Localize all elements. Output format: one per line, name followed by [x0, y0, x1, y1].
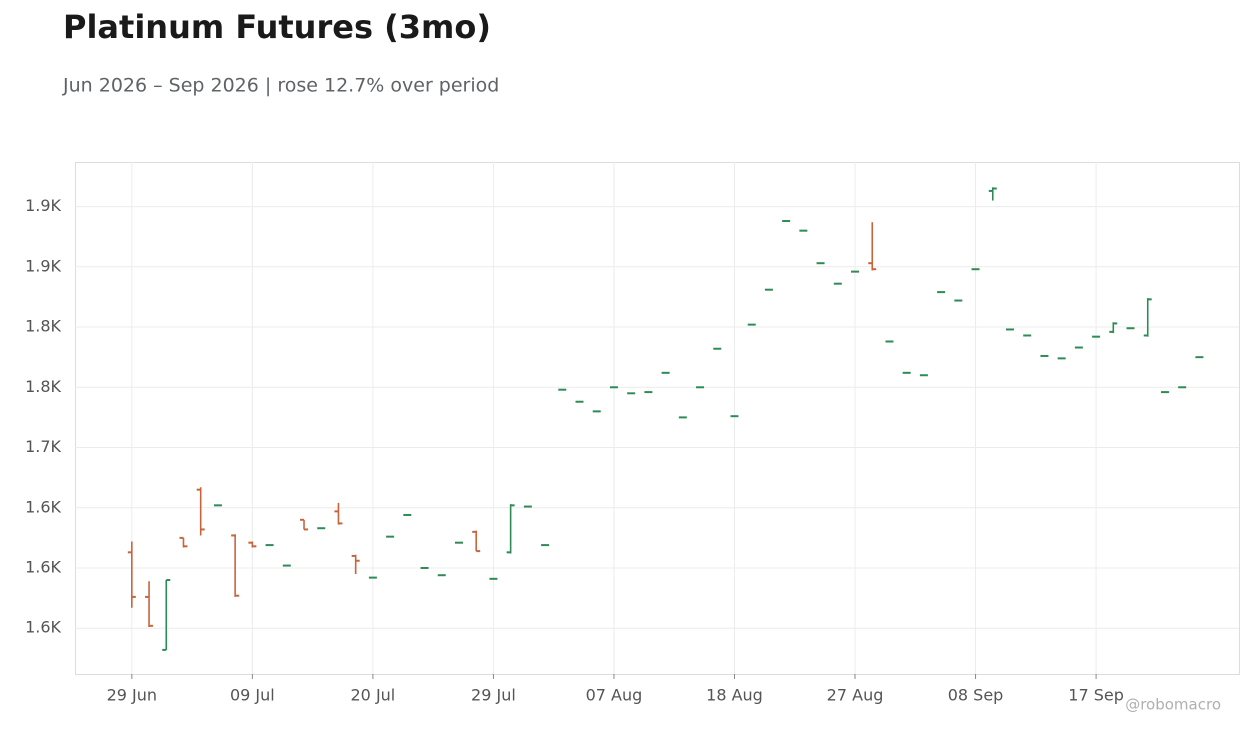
y-tick-label: 1.7K — [25, 437, 61, 456]
chart-subtitle: Jun 2026 – Sep 2026 | rose 12.7% over pe… — [62, 75, 499, 97]
y-tick-label: 1.8K — [25, 317, 61, 336]
x-tick-label: 17 Sep — [1068, 686, 1124, 705]
x-tick-label: 29 Jul — [471, 686, 516, 705]
x-tick-label: 20 Jul — [351, 686, 396, 705]
chart-title: Platinum Futures (3mo) — [63, 8, 491, 46]
watermark: @robomacro — [1125, 696, 1221, 714]
x-tick-label: 08 Sep — [948, 686, 1004, 705]
y-tick-label: 1.8K — [25, 377, 61, 396]
y-tick-label: 1.9K — [25, 256, 61, 275]
x-tick-label: 27 Aug — [827, 686, 884, 705]
y-tick-label: 1.6K — [25, 557, 61, 576]
x-tick-label: 07 Aug — [586, 686, 643, 705]
plot-frame — [75, 162, 1240, 675]
x-tick-label: 09 Jul — [230, 686, 275, 705]
x-tick-label: 18 Aug — [706, 686, 763, 705]
y-tick-label: 1.6K — [25, 497, 61, 516]
y-tick-label: 1.6K — [25, 618, 61, 637]
y-tick-label: 1.9K — [25, 196, 61, 215]
x-tick-label: 29 Jun — [107, 686, 157, 705]
